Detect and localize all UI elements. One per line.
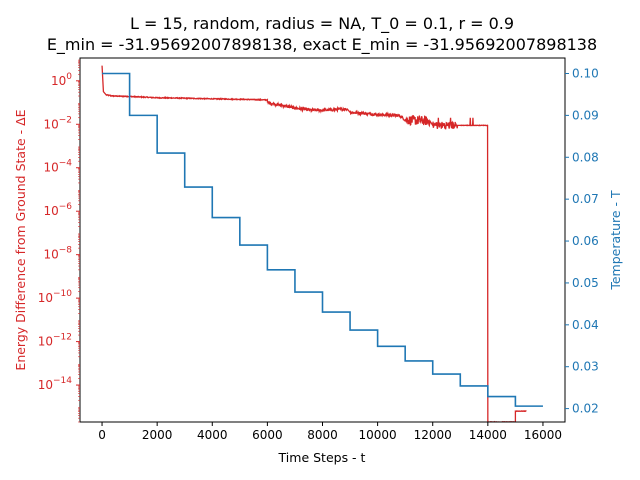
plot-frame	[79, 57, 566, 423]
left-y-tick-label: 10−14	[38, 376, 73, 392]
left-y-tick-label: 10−2	[43, 115, 72, 131]
left-y-axis-label: Energy Difference from Ground State - ΔE	[13, 109, 28, 370]
left-y-tick-label: 10−4	[43, 159, 72, 175]
right-y-tick-label: 0.10	[572, 66, 599, 80]
left-y-tick-label: 10−10	[38, 289, 73, 305]
chart-title-line-1: L = 15, random, radius = NA, T_0 = 0.1, …	[130, 14, 514, 34]
right-y-axis: 0.02 0.03 0.04 0.05 0.06 0.07 0.08 0.09 0.10	[565, 66, 599, 416]
right-y-tick-label: 0.05	[572, 276, 599, 290]
temperature-line	[102, 72, 543, 407]
right-y-tick-label: 0.09	[572, 108, 599, 122]
right-y-tick-label: 0.08	[572, 150, 599, 164]
left-y-tick-label: 10−12	[38, 333, 72, 349]
left-y-tick-label: 10−8	[43, 246, 72, 262]
x-tick-label: 6000	[252, 428, 283, 442]
left-y-axis: 100 10−2 10−4 10−6 10−8 10−10 10−12 10−14	[38, 59, 80, 423]
x-axis-label: Time Steps - t	[278, 450, 366, 465]
x-tick-label: 4000	[197, 428, 228, 442]
left-y-tick-label: 100	[51, 72, 72, 88]
right-y-tick-label: 0.03	[572, 360, 599, 374]
left-y-tick-label: 10−6	[43, 202, 72, 218]
x-tick-label: 10000	[359, 428, 397, 442]
x-tick-label: 8000	[307, 428, 338, 442]
series-layer	[101, 65, 543, 422]
x-tick-label: 14000	[469, 428, 507, 442]
right-y-tick-label: 0.06	[572, 234, 599, 248]
energy-difference-line	[101, 65, 527, 422]
right-y-tick-label: 0.07	[572, 192, 599, 206]
right-y-tick-label: 0.02	[572, 402, 599, 416]
right-y-axis-label: Temperature - T	[608, 190, 623, 291]
x-axis: 0 2000 4000 6000 8000 10000 12000 14000 16000	[98, 422, 562, 442]
x-tick-label: 2000	[142, 428, 173, 442]
right-y-tick-label: 0.04	[572, 318, 599, 332]
x-tick-label: 0	[98, 428, 106, 442]
x-tick-label: 12000	[414, 428, 452, 442]
chart-title-line-2: E_min = -31.95692007898138, exact E_min …	[47, 35, 597, 55]
x-tick-label: 16000	[524, 428, 562, 442]
